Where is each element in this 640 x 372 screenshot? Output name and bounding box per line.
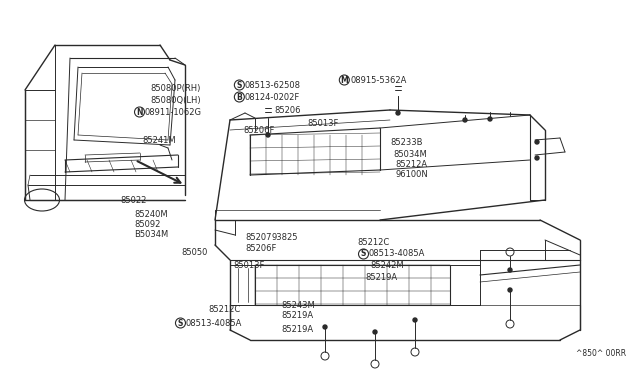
Text: 85206: 85206 <box>274 106 300 115</box>
Text: 85212C: 85212C <box>208 305 240 314</box>
Text: 85022: 85022 <box>120 196 147 205</box>
Text: 85242M: 85242M <box>370 260 404 269</box>
Text: 93825: 93825 <box>272 232 298 241</box>
Text: M: M <box>340 76 348 84</box>
Text: S: S <box>361 250 366 259</box>
Text: 85240M: 85240M <box>134 209 168 218</box>
Circle shape <box>323 325 327 329</box>
Circle shape <box>535 156 539 160</box>
Text: 08124-0202F: 08124-0202F <box>244 93 300 102</box>
Text: 85206F: 85206F <box>245 244 276 253</box>
Text: 85212C: 85212C <box>357 237 389 247</box>
Text: 85219A: 85219A <box>282 311 314 320</box>
Text: 85207: 85207 <box>245 232 271 241</box>
Circle shape <box>463 118 467 122</box>
Text: 08915-5362A: 08915-5362A <box>350 76 406 84</box>
Circle shape <box>488 117 492 121</box>
Text: 85241M: 85241M <box>142 135 176 144</box>
Circle shape <box>396 111 400 115</box>
Text: 85013F: 85013F <box>234 262 265 270</box>
Text: 08513-4085A: 08513-4085A <box>186 318 242 327</box>
Text: 85050: 85050 <box>181 247 207 257</box>
Text: 85080P(RH): 85080P(RH) <box>150 83 201 93</box>
Text: 85219A: 85219A <box>365 273 397 282</box>
Text: 85243M: 85243M <box>282 301 316 310</box>
Text: N: N <box>136 108 143 116</box>
Text: ^850^ 00RR: ^850^ 00RR <box>576 349 626 358</box>
Text: 96100N: 96100N <box>396 170 428 179</box>
Text: 08911-1062G: 08911-1062G <box>145 108 202 116</box>
Circle shape <box>508 288 512 292</box>
Text: S: S <box>237 80 242 90</box>
Circle shape <box>266 133 270 137</box>
Text: 85219A: 85219A <box>282 326 314 334</box>
Text: 85206F: 85206F <box>243 125 275 135</box>
Text: S: S <box>178 318 183 327</box>
Text: 85013F: 85013F <box>307 119 339 128</box>
Text: 85233B: 85233B <box>390 138 423 147</box>
Text: 85212A: 85212A <box>396 160 428 169</box>
Text: B: B <box>237 93 242 102</box>
Circle shape <box>373 330 377 334</box>
Text: 85034M: 85034M <box>393 150 427 158</box>
Text: 08513-4085A: 08513-4085A <box>369 250 425 259</box>
Circle shape <box>535 140 539 144</box>
Text: 85092: 85092 <box>134 219 161 228</box>
Circle shape <box>508 268 512 272</box>
Circle shape <box>413 318 417 322</box>
Text: B5034M: B5034M <box>134 230 169 238</box>
Text: 08513-62508: 08513-62508 <box>244 80 301 90</box>
Text: 85080Q(LH): 85080Q(LH) <box>150 96 201 105</box>
